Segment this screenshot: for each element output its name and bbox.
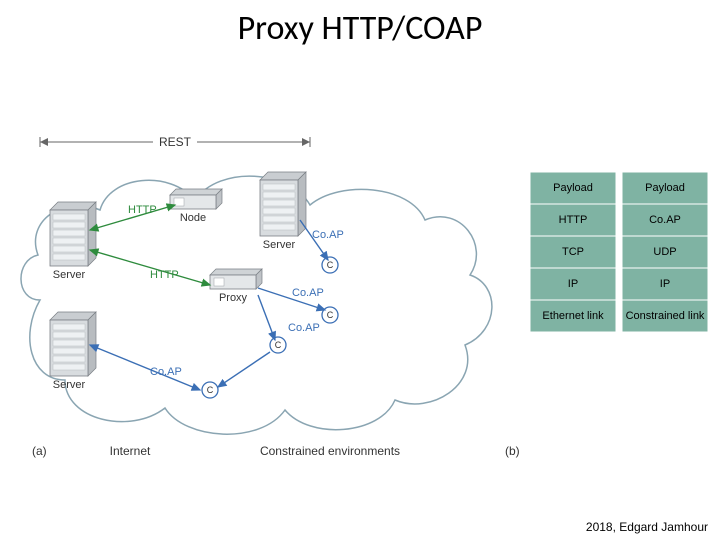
svg-text:C: C (275, 340, 282, 350)
label-constrained: Constrained environments (260, 444, 400, 458)
stack-coap-text-4: Constrained link (626, 310, 705, 322)
stack-coap-text-3: IP (660, 278, 670, 290)
svg-text:C: C (207, 385, 214, 395)
label-a: (a) (32, 444, 47, 458)
edge-2 (90, 345, 200, 390)
stack-http-text-2: TCP (562, 246, 584, 258)
edge-label-0: HTTP (128, 204, 157, 216)
footer-credit: 2018, Edgard Jamhour (586, 520, 708, 534)
edge-label-1: HTTP (150, 269, 179, 281)
srv-left-bot-label: Server (53, 379, 86, 391)
rest-label: REST (159, 135, 192, 149)
page-title: Proxy HTTP/COAP (0, 8, 720, 49)
stack-http-text-3: IP (568, 278, 578, 290)
edge-label-3: Co.AP (312, 229, 344, 241)
stack-http-text-0: Payload (553, 182, 593, 194)
proxy-label: Proxy (219, 292, 248, 304)
label-internet: Internet (110, 444, 151, 458)
label-b: (b) (505, 444, 520, 458)
stack-coap-text-1: Co.AP (649, 214, 681, 226)
edge-6 (218, 352, 270, 387)
edge-label-2: Co.AP (150, 366, 182, 378)
node-label: Node (180, 212, 206, 224)
stack-coap-text-0: Payload (645, 182, 685, 194)
srv-left-top-label: Server (53, 269, 86, 281)
diagram-canvas: REST Server Server Server Node Proxy C C C C HTTP H… (10, 100, 712, 480)
stack-http-text-4: Ethernet link (542, 310, 604, 322)
svg-text:C: C (327, 260, 334, 270)
stack-coap-text-2: UDP (653, 246, 676, 258)
svg-text:C: C (327, 310, 334, 320)
edge-label-5: Co.AP (288, 322, 320, 334)
srv-right-label: Server (263, 239, 296, 251)
edge-label-4: Co.AP (292, 287, 324, 299)
stack-http-text-1: HTTP (559, 214, 588, 226)
edge-5 (258, 295, 275, 340)
